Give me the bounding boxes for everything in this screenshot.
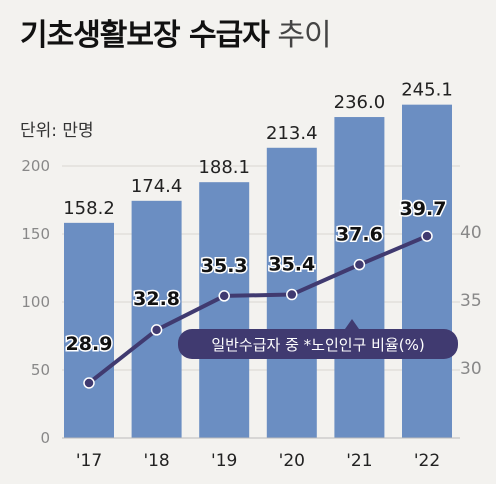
line-value-label: 35.4 bbox=[268, 254, 315, 276]
line-value-label: 35.3 bbox=[201, 255, 248, 277]
bar bbox=[334, 117, 385, 438]
line-value-label: 39.7 bbox=[400, 198, 447, 220]
axes: 0 50 100 150 200 30 35 40 '17 '18 '19 '20 '21 '22 bbox=[21, 157, 481, 471]
chart-title: 기초생활보장 수급자 추이 bbox=[20, 10, 332, 54]
line-series bbox=[83, 230, 433, 389]
x-tick-label: '21 bbox=[346, 451, 372, 471]
series-line-label: 일반수급자 중 *노인인구 비율(%) bbox=[211, 336, 424, 354]
y-left-tick: 50 bbox=[31, 361, 50, 379]
line-value-label: 32.8 bbox=[133, 288, 180, 310]
callout-pointer bbox=[345, 319, 359, 329]
line-point bbox=[421, 230, 433, 242]
x-tick-label: '20 bbox=[279, 451, 305, 471]
line-point bbox=[286, 288, 298, 301]
bar-value-label: 174.4 bbox=[131, 176, 183, 197]
bars bbox=[64, 104, 452, 438]
y-right-tick: 30 bbox=[460, 359, 482, 379]
bar-value-label: 213.4 bbox=[266, 123, 318, 144]
y-left-tick: 150 bbox=[21, 225, 50, 243]
bar-value-label: 188.1 bbox=[198, 157, 250, 178]
callout-box bbox=[178, 329, 458, 359]
line-value-label: 28.9 bbox=[66, 333, 113, 355]
line-value-label: 37.6 bbox=[336, 224, 383, 246]
line-point bbox=[353, 258, 366, 271]
bar bbox=[402, 104, 452, 438]
data-labels: 158.2 174.4 188.1 213.4 236.0 245.1 28.9 32.8 35… bbox=[63, 80, 453, 357]
x-tick-label: '17 bbox=[76, 451, 102, 471]
y-left-tick: 0 bbox=[40, 429, 50, 447]
bar bbox=[64, 222, 114, 438]
bar-value-label: 245.1 bbox=[401, 80, 453, 101]
y-right-tick: 40 bbox=[460, 223, 482, 243]
x-tick-label: '19 bbox=[211, 451, 237, 471]
ratio-line bbox=[87, 234, 428, 385]
bar-value-label: 236.0 bbox=[334, 92, 386, 113]
y-right-tick: 35 bbox=[460, 291, 482, 311]
y-left-tick: 200 bbox=[21, 157, 50, 175]
line-point bbox=[83, 377, 95, 389]
unit-label: 단위: 만명 bbox=[20, 121, 94, 141]
title-main: 기초생활보장 수급자 bbox=[20, 18, 270, 53]
title-suffix: 추이 bbox=[277, 18, 331, 53]
line-point bbox=[150, 324, 163, 336]
bar bbox=[199, 182, 250, 438]
line-callout: 일반수급자 중 *노인인구 비율(%) bbox=[178, 319, 458, 359]
y-left-tick: 100 bbox=[21, 293, 50, 311]
line-point bbox=[218, 290, 230, 302]
bar-value-label: 158.2 bbox=[63, 198, 115, 219]
x-tick-label: '18 bbox=[143, 451, 169, 471]
x-tick-label: '22 bbox=[414, 451, 440, 471]
grid bbox=[62, 165, 460, 371]
